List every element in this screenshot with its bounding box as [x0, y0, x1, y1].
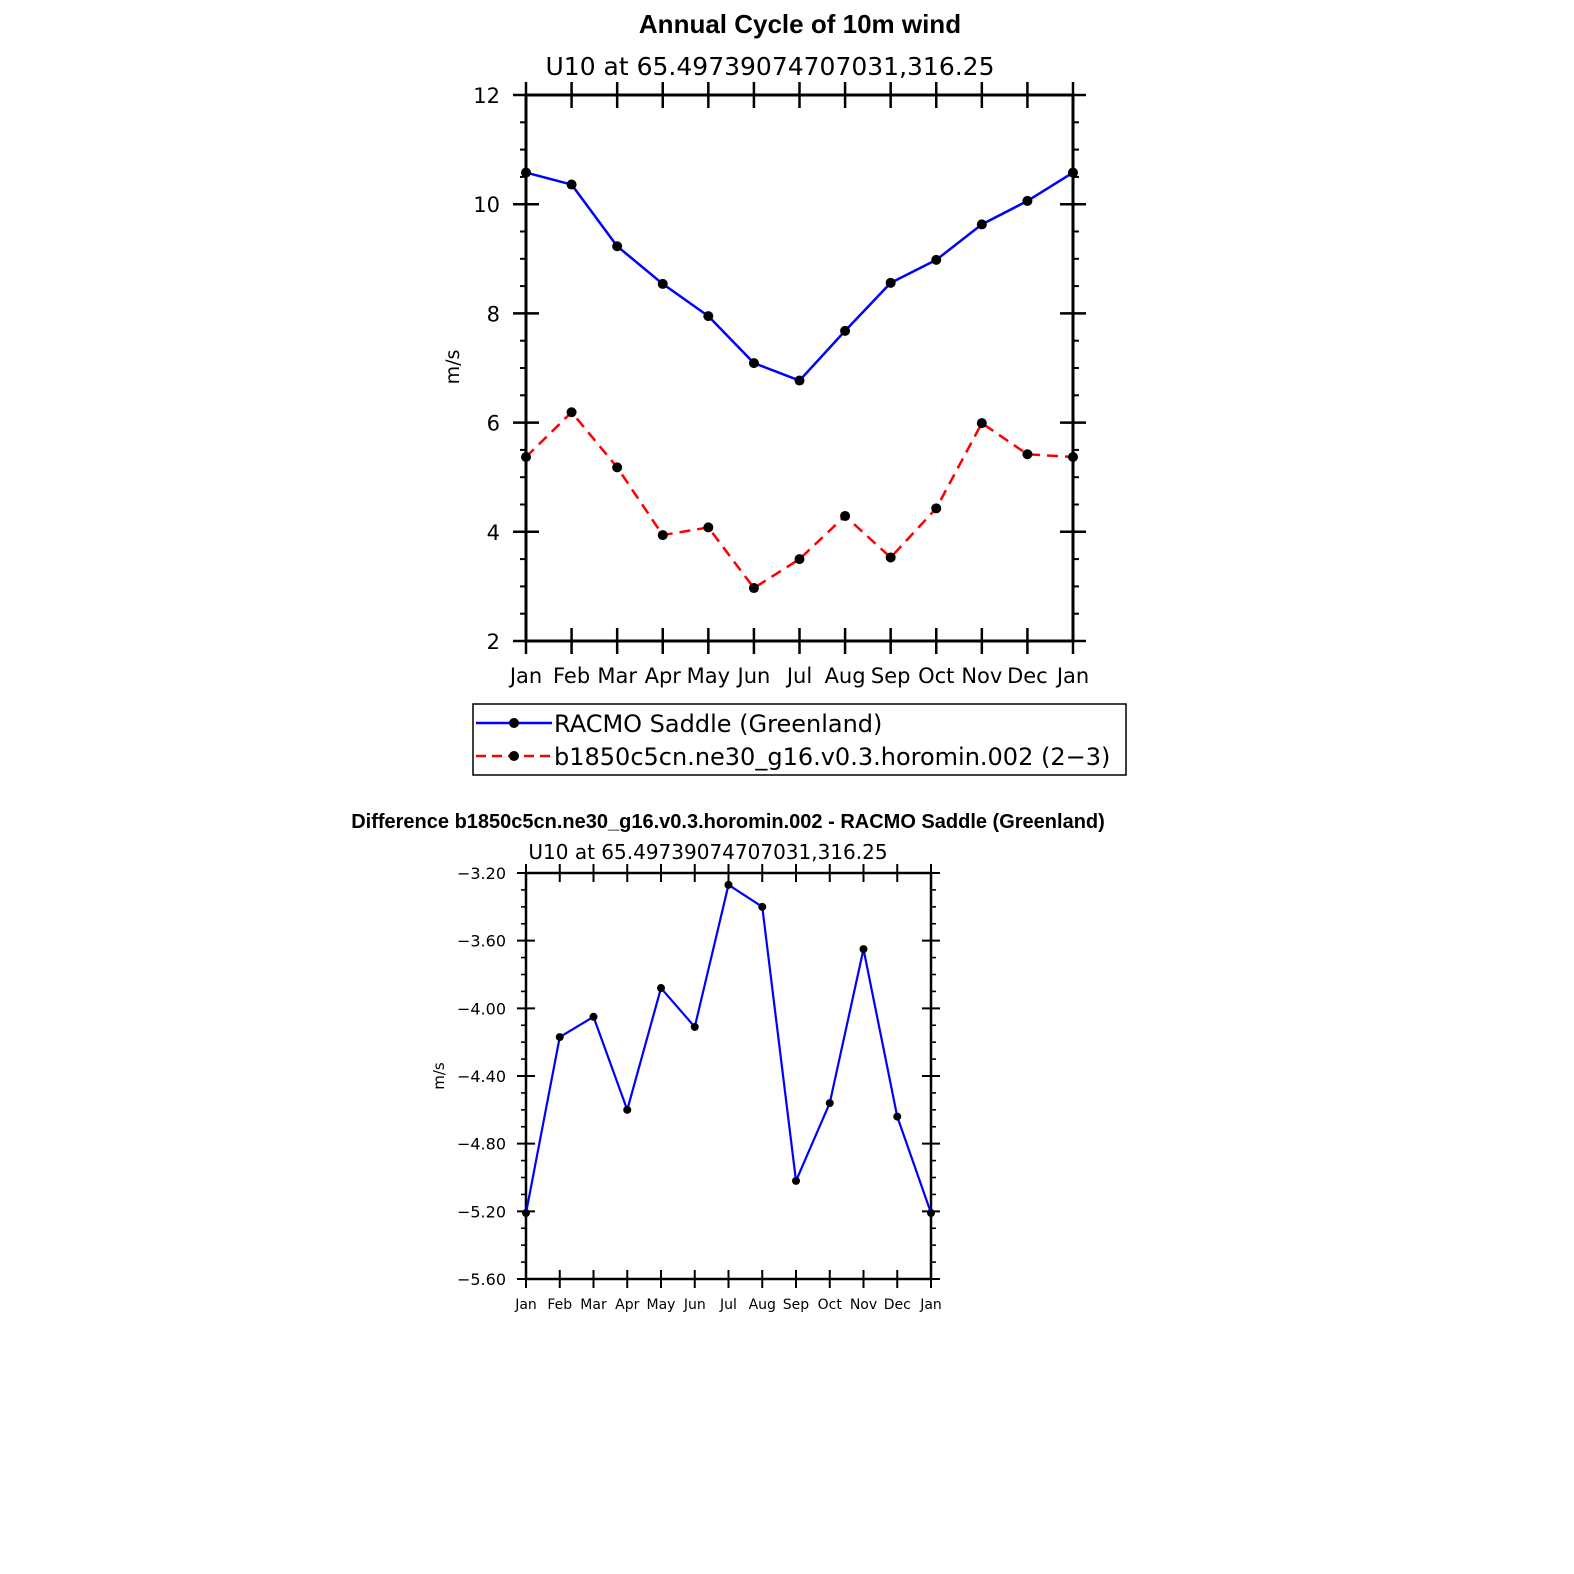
chart1-series-1-point	[703, 522, 714, 533]
chart2-frame	[524, 871, 933, 1281]
chart1-series-1-point	[840, 510, 851, 521]
chart1-series-1-point	[931, 503, 942, 514]
chart2-ytick-label: −5.60	[457, 1270, 506, 1289]
chart2-series-0-point	[657, 984, 665, 993]
chart2-series-line-0	[524, 883, 933, 1214]
chart2-series-0-point	[825, 1099, 834, 1108]
chart2-series-0-point	[927, 1209, 935, 1218]
chart2-series-0-point	[690, 1022, 699, 1031]
chart1-series-1-point	[657, 530, 668, 541]
chart1-xtick-label: Jul	[785, 664, 812, 688]
chart1-series-1-point	[612, 462, 623, 473]
chart1-plot: 2 4 6 8 10 12 Jan Feb Mar Apr May Jun Jul Aug Sep Oct No…	[473, 82, 1089, 688]
chart1-ytick-label: 4	[487, 521, 500, 545]
chart1-xtick-label: Dec	[1007, 664, 1048, 688]
chart1-xtick-label: Nov	[961, 664, 1002, 688]
chart1-xtick-label: Mar	[597, 664, 637, 688]
chart2-xtick-label: Mar	[580, 1297, 607, 1313]
chart1-legend-box	[472, 703, 1127, 776]
chart2-xtick-label: Aug	[749, 1297, 776, 1313]
chart1-series-0-point	[703, 311, 714, 322]
chart1-series-0-point	[794, 375, 805, 386]
chart2-title: Difference b1850c5cn.ne30_g16.v0.3.horom…	[351, 811, 1105, 833]
chart1-xtick-label: Oct	[918, 664, 954, 688]
chart2-series-0-point	[724, 880, 733, 889]
chart1-series-1-point	[748, 583, 759, 594]
chart1-series-1-point	[521, 451, 531, 462]
chart2-xtick-label: Oct	[818, 1297, 843, 1313]
chart2-series-0-point	[859, 945, 868, 954]
chart1-xtick-label: Jun	[736, 664, 771, 688]
chart1-series-0-point	[657, 278, 668, 289]
chart2-xtick-label: Jan	[514, 1297, 537, 1313]
chart1-subtitle: U10 at 65.49739074707031,316.25	[546, 52, 995, 81]
chart2-ytick-label: −4.00	[457, 999, 506, 1018]
chart1-series-1-point	[976, 418, 987, 429]
chart2-series-0-point	[589, 1012, 598, 1021]
chart2-ylabel: m/s	[430, 1062, 448, 1090]
chart1-series-0-point	[976, 219, 987, 230]
chart2-xtick-label: Jun	[683, 1297, 706, 1313]
chart1-series-0-point	[612, 241, 623, 252]
chart1-series-0-point	[1068, 167, 1078, 178]
chart2-xtick-label: Feb	[547, 1297, 572, 1313]
chart2-ytick-label: −3.20	[457, 864, 506, 883]
chart1-series-1-point	[885, 552, 896, 563]
chart2-xtick-label: Sep	[783, 1297, 810, 1313]
chart2-ytick-label: −4.80	[457, 1135, 506, 1154]
chart1-series-1-point	[566, 407, 577, 418]
chart1-xtick-label: Aug	[825, 664, 866, 688]
chart1-series-0-point	[1022, 195, 1033, 206]
chart2-ytick-label: −3.60	[457, 932, 506, 951]
chart1-series-0-point	[931, 254, 942, 265]
chart1-xtick-label: Sep	[871, 664, 911, 688]
chart2-ytick-label: −5.20	[457, 1202, 506, 1221]
chart2-series-0-point	[623, 1105, 632, 1114]
chart1-series-1-point	[1022, 449, 1033, 460]
chart1-series-line-0	[525, 171, 1074, 382]
chart2-series-0-point	[522, 1209, 530, 1218]
chart2-xtick-label: May	[647, 1297, 676, 1313]
chart2-xtick-label: Dec	[884, 1297, 911, 1313]
chart1-series-0-point	[840, 325, 851, 336]
chart1-ytick-label: 6	[487, 412, 500, 436]
chart2-xtick-label: Jan	[919, 1297, 942, 1313]
chart1-series-1-point	[794, 554, 805, 565]
chart1-ylabel: m/s	[442, 350, 464, 385]
chart2-plot: −5.60 −5.20 −4.80 −4.40 −4.00 −3.60 −3.20 Jan Fe…	[457, 864, 942, 1313]
chart1-title: Annual Cycle of 10m wind	[639, 9, 961, 39]
legend-marker-model	[509, 751, 519, 761]
chart1-xtick-label: May	[687, 664, 730, 688]
legend-label-model: b1850c5cn.ne30_g16.v0.3.horomin.002 (2−3…	[554, 743, 1110, 771]
chart2-ytick-label: −4.40	[457, 1067, 506, 1086]
legend-marker-racmo	[509, 718, 519, 728]
chart1-xtick-label: Apr	[645, 664, 682, 688]
chart1-xtick-label: Jan	[508, 664, 542, 688]
chart2-subtitle: U10 at 65.49739074707031,316.25	[528, 840, 887, 864]
chart2-xtick-label: Nov	[850, 1297, 877, 1313]
chart1-ytick-label: 2	[487, 630, 500, 654]
chart2-xtick-label: Jul	[719, 1297, 737, 1313]
chart1-series-0-point	[521, 167, 531, 178]
chart2-series-0-point	[555, 1033, 564, 1042]
chart1-xtick-label: Feb	[553, 664, 590, 688]
chart1-ytick-label: 12	[473, 84, 500, 108]
chart2-series-0-point	[758, 902, 767, 911]
chart1-series-1-point	[1068, 451, 1078, 462]
chart1-series-0-point	[885, 277, 896, 288]
chart2-xtick-label: Apr	[615, 1297, 639, 1313]
chart1-xtick-label: Jan	[1055, 664, 1089, 688]
chart1-ytick-label: 8	[487, 302, 500, 326]
chart2-series-0-point	[792, 1176, 800, 1185]
legend-label-racmo: RACMO Saddle (Greenland)	[554, 710, 882, 738]
chart1-series-0-point	[566, 179, 577, 190]
chart2-series-0-point	[893, 1112, 902, 1121]
chart1-ytick-label: 10	[473, 193, 500, 217]
chart1-series-0-point	[748, 358, 759, 369]
